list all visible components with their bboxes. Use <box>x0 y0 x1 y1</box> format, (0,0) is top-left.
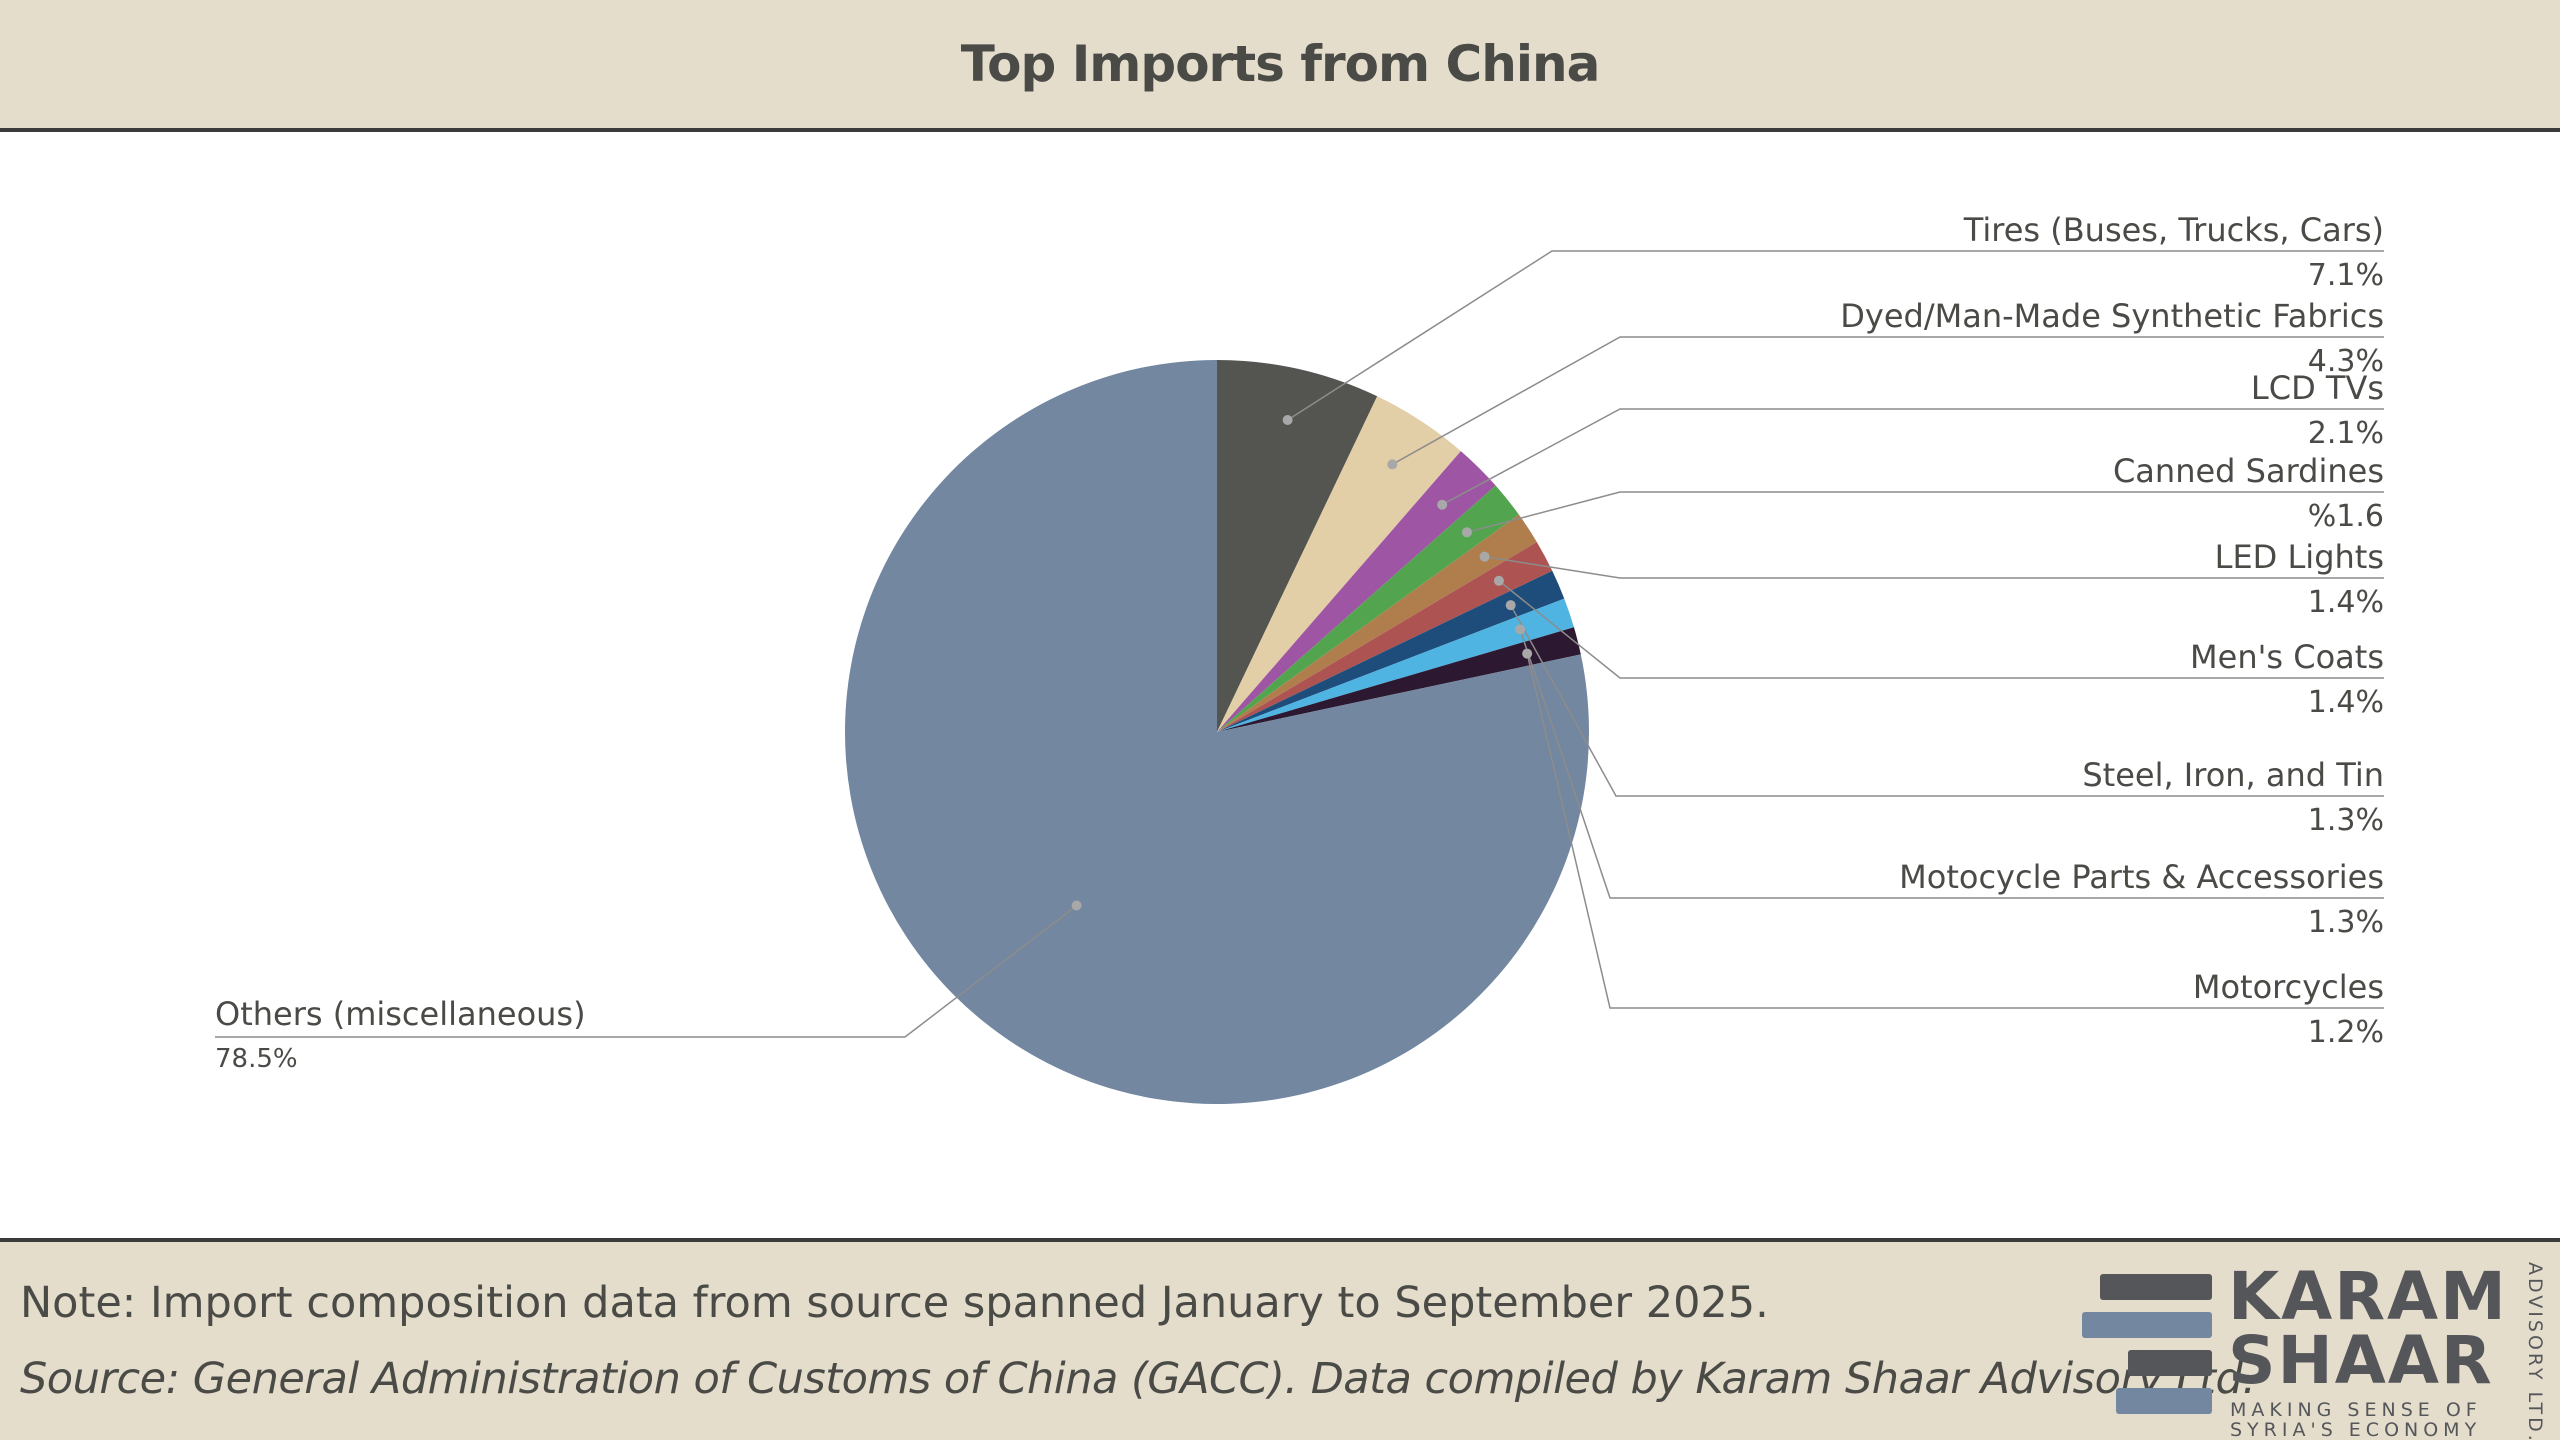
leader-dot-0 <box>1282 414 1293 425</box>
leader-line-0 <box>1287 250 2384 421</box>
slice-label-group-6: Steel, Iron, and Tin 1.3% <box>1505 600 2384 838</box>
slice-value-4: 1.4% <box>2308 585 2384 620</box>
leader-line-9 <box>215 904 1078 1038</box>
pie-slice-7 <box>1217 598 1574 732</box>
leader-dot-5 <box>1493 575 1504 586</box>
pie-slice-2 <box>1217 451 1496 732</box>
leader-dot-3 <box>1461 527 1472 538</box>
slice-value-7: 1.3% <box>2308 905 2384 940</box>
slice-label-group-2: LCD TVs 2.1% <box>1437 369 2384 510</box>
title-bar: Top Imports from China <box>0 0 2560 132</box>
pie-slice-3 <box>1217 485 1519 732</box>
slice-value-8: 1.2% <box>2308 1015 2384 1050</box>
pie-slice-8 <box>1217 627 1581 732</box>
slice-label-7: Motocycle Parts & Accessories <box>1899 858 2384 896</box>
footnote-note: Note: Import composition data from sourc… <box>20 1278 1769 1328</box>
leader-line-7 <box>1519 629 2384 899</box>
slice-label-2: LCD TVs <box>2251 369 2384 407</box>
slice-label-group-5: Men's Coats 1.4% <box>1493 575 2384 720</box>
leader-line-3 <box>1466 491 2384 534</box>
leader-dot-6 <box>1505 600 1516 611</box>
logo-word-shaar: SHAAR <box>2228 1322 2494 1399</box>
slice-label-5: Men's Coats <box>2190 638 2384 676</box>
slice-label-group-1: Dyed/Man-Made Synthetic Fabrics 4.3% <box>1387 297 2384 470</box>
slice-label-1: Dyed/Man-Made Synthetic Fabrics <box>1840 297 2384 335</box>
slice-label-8: Motorcycles <box>2193 968 2384 1006</box>
logo-word-karam: KARAM <box>2228 1258 2508 1335</box>
slice-label-group-7: Motocycle Parts & Accessories 1.3% <box>1515 624 2384 940</box>
slice-label-group-9: Others (miscellaneous) 78.5% <box>215 900 1082 1074</box>
logo-tagline-2: SYRIA'S ECONOMY <box>2230 1419 2482 1440</box>
pie-slice-1 <box>1217 396 1461 732</box>
slice-label-9: Others (miscellaneous) <box>215 995 586 1033</box>
logo-bar-3 <box>2128 1350 2212 1376</box>
slice-value-2: 2.1% <box>2308 416 2384 451</box>
chart-area: Tires (Buses, Trucks, Cars) 7.1% Dyed/Man-… <box>0 132 2560 1238</box>
leader-dot-8 <box>1522 648 1533 659</box>
pie-slice-0 <box>1217 360 1378 732</box>
pie-slice-9 <box>845 360 1589 1104</box>
pie-chart: Tires (Buses, Trucks, Cars) 7.1% Dyed/Man-… <box>215 211 2384 1104</box>
logo-bar-1 <box>2100 1274 2212 1300</box>
slice-label-3: Canned Sardines <box>2113 452 2384 490</box>
leader-line-6 <box>1510 604 2384 797</box>
pie-slice-4 <box>1217 514 1537 732</box>
slice-label-group-8: Motorcycles 1.2% <box>1522 648 2384 1050</box>
company-logo: KARAM SHAAR MAKING SENSE OF SYRIA'S ECON… <box>2080 1258 2550 1440</box>
pie-slice-6 <box>1217 570 1565 732</box>
leader-line-4 <box>1484 555 2384 579</box>
logo-tagline-1: MAKING SENSE OF <box>2230 1399 2482 1421</box>
footnote-source: Source: General Administration of Custom… <box>20 1354 2256 1404</box>
slice-label-6: Steel, Iron, and Tin <box>2082 756 2384 794</box>
logo-bar-4 <box>2116 1388 2212 1414</box>
slice-value-9: 78.5% <box>215 1044 298 1074</box>
slice-label-4: LED Lights <box>2215 538 2384 576</box>
slice-value-3: %1.6 <box>2308 499 2384 534</box>
logo-bar-2 <box>2082 1312 2212 1338</box>
leader-dot-2 <box>1437 499 1448 510</box>
pie-slice-5 <box>1217 541 1553 732</box>
chart-title: Top Imports from China <box>960 35 1601 93</box>
leader-dot-1 <box>1387 459 1398 470</box>
leader-line-8 <box>1526 653 2384 1009</box>
leader-dot-7 <box>1515 624 1526 635</box>
slice-value-1: 4.3% <box>2308 344 2384 379</box>
leader-line-1 <box>1391 336 2384 466</box>
slice-label-group-0: Tires (Buses, Trucks, Cars) 7.1% <box>1282 211 2384 425</box>
slice-label-group-3: Canned Sardines %1.6 <box>1461 452 2384 538</box>
leader-dot-4 <box>1479 551 1490 562</box>
leader-line-5 <box>1498 580 2384 679</box>
slice-value-0: 7.1% <box>2308 258 2384 293</box>
leader-line-2 <box>1441 408 2384 506</box>
logo-advisory-text: ADVISORY LTD. <box>2524 1262 2546 1440</box>
slice-label-group-4: LED Lights 1.4% <box>1479 538 2384 620</box>
slice-value-6: 1.3% <box>2308 803 2384 838</box>
footer: Note: Import composition data from sourc… <box>0 1238 2560 1440</box>
slice-value-5: 1.4% <box>2308 685 2384 720</box>
leader-dot-9 <box>1071 900 1082 911</box>
slice-label-0: Tires (Buses, Trucks, Cars) <box>1963 211 2384 249</box>
